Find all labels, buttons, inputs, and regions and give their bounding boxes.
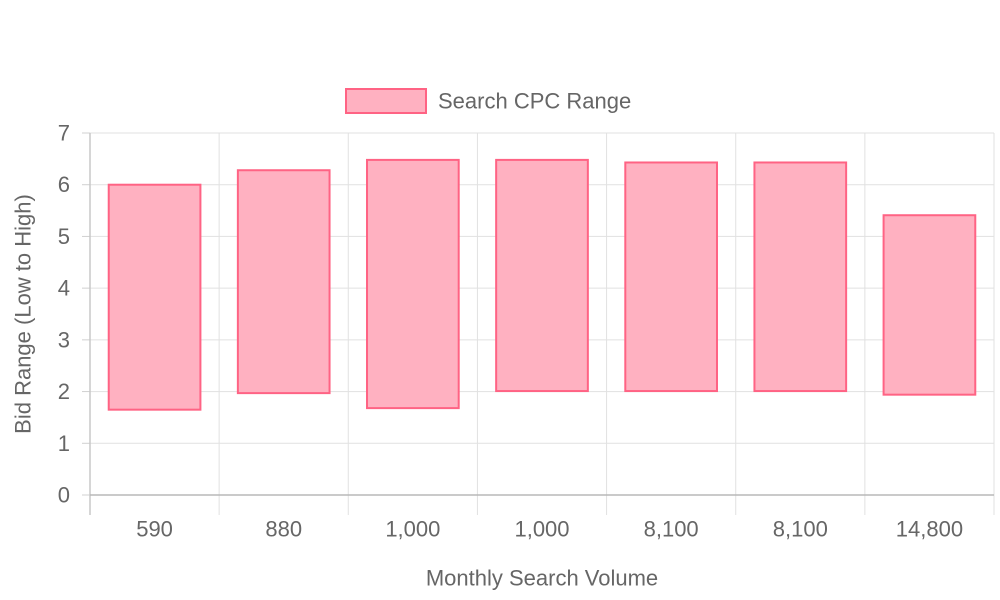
range-bar (495, 158, 589, 393)
range-bar (236, 169, 331, 395)
range-bar (753, 161, 848, 393)
legend-label: Search CPC Range (438, 89, 631, 114)
x-tick-label: 8,100 (773, 517, 828, 542)
range-bar (882, 214, 977, 396)
y-axis-title: Bid Range (Low to High) (11, 194, 36, 434)
y-tick-label: 7 (58, 121, 70, 146)
y-tick-label: 4 (58, 276, 70, 301)
x-tick-label: 590 (136, 517, 173, 542)
y-tick-label: 1 (58, 431, 70, 456)
y-tick-label: 2 (58, 379, 70, 404)
range-bar (624, 161, 718, 393)
x-tick-labels: 590 880 1,000 1,000 8,100 8,100 14,800 (136, 517, 963, 542)
range-bar (366, 158, 460, 410)
axes (82, 132, 994, 515)
x-tick-label: 1,000 (514, 517, 569, 542)
y-tick-label: 0 (58, 483, 70, 508)
x-tick-label: 1,000 (385, 517, 440, 542)
x-tick-label: 8,100 (644, 517, 699, 542)
x-tick-label: 880 (265, 517, 302, 542)
y-tick-label: 3 (58, 327, 70, 352)
x-axis-title: Monthly Search Volume (426, 566, 658, 591)
y-tick-label: 5 (58, 224, 70, 249)
x-tick-label: 14,800 (896, 517, 963, 542)
y-tick-labels: 0 1 2 3 4 5 6 7 (58, 121, 70, 508)
legend-swatch (345, 88, 427, 114)
range-bar (107, 183, 202, 411)
legend: Search CPC Range (345, 88, 631, 114)
y-tick-label: 6 (58, 172, 70, 197)
bars (107, 158, 977, 411)
